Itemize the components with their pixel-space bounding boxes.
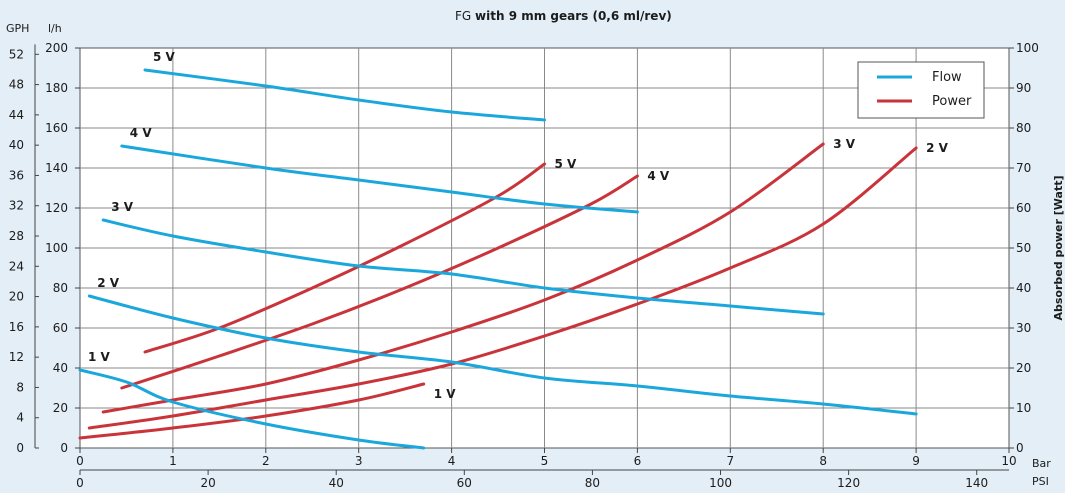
curve-labels: 5 V 4 V 3 V 2 V 1 V 5 V 4 V 3 V 2 V 1 V	[88, 50, 949, 401]
gph-tick-label: 40	[9, 138, 24, 152]
gph-tick-label: 28	[9, 229, 24, 243]
watt-tick-label: 50	[1016, 241, 1031, 255]
bar-tick-label: 8	[819, 454, 827, 468]
flow-curve-3v	[101, 218, 825, 316]
psi-tick-label: 100	[709, 476, 732, 490]
psi-axis-label: PSI	[1032, 475, 1049, 488]
gph-tick-label: 32	[9, 199, 24, 213]
bar-tick-label: 0	[76, 454, 84, 468]
flow-curve-1v	[78, 368, 426, 450]
gph-tick-label: 0	[16, 441, 24, 455]
lh-tick-label: 0	[60, 441, 68, 455]
axes: 0 1 2 3 4 5 6 7 8 9 100204060801001201401601802000…	[9, 41, 1039, 490]
legend: Flow Power	[857, 61, 985, 119]
grid	[80, 48, 1009, 448]
psi-tick-label: 20	[200, 476, 215, 490]
watt-tick-label: 100	[1016, 41, 1039, 55]
lh-tick-label: 120	[45, 201, 68, 215]
gph-tick-label: 20	[9, 290, 24, 304]
watt-tick-label: 20	[1016, 361, 1031, 375]
watt-tick-label: 60	[1016, 201, 1031, 215]
power-curve-2v	[87, 146, 918, 430]
gph-tick-label: 8	[16, 380, 24, 394]
lh-tick-label: 60	[53, 321, 68, 335]
flow-curve-4v	[120, 144, 639, 214]
psi-tick-label: 80	[585, 476, 600, 490]
gph-tick-label: 36	[9, 168, 24, 182]
gph-tick-label: 52	[9, 47, 24, 61]
bar-tick-label: 1	[169, 454, 177, 468]
bar-tick-label: 6	[634, 454, 642, 468]
power-label-1v: 1 V	[434, 387, 457, 401]
gph-tick-label: 24	[9, 259, 24, 273]
gph-tick-label: 16	[9, 320, 24, 334]
flow-label-3v: 3 V	[111, 200, 134, 214]
lh-tick-label: 80	[53, 281, 68, 295]
bar-tick-label: 5	[541, 454, 549, 468]
psi-tick-label: 140	[965, 476, 988, 490]
flow-label-2v: 2 V	[97, 276, 120, 290]
watt-tick-label: 0	[1016, 441, 1024, 455]
curves	[78, 68, 918, 450]
power-label-2v: 2 V	[926, 141, 949, 155]
gph-tick-label: 44	[9, 108, 24, 122]
lh-axis-label: l/h	[48, 22, 62, 35]
psi-tick-label: 40	[329, 476, 344, 490]
bar-axis-label: Bar	[1032, 457, 1051, 470]
gph-tick-label: 48	[9, 78, 24, 92]
watt-tick-label: 40	[1016, 281, 1031, 295]
lh-tick-label: 20	[53, 401, 68, 415]
legend-box	[857, 61, 985, 119]
lh-tick-label: 180	[45, 81, 68, 95]
gph-axis-label: GPH	[6, 22, 29, 35]
flow-label-5v: 5 V	[153, 50, 176, 64]
psi-tick-label: 120	[837, 476, 860, 490]
bar-tick-label: 2	[262, 454, 270, 468]
gph-tick-label: 12	[9, 350, 24, 364]
power-curve-3v	[101, 142, 825, 414]
power-label-4v: 4 V	[647, 169, 670, 183]
power-curve-1v	[78, 382, 426, 440]
bar-tick-label: 9	[912, 454, 920, 468]
chart-title: FG with 9 mm gears (0,6 ml/rev)	[455, 9, 672, 23]
lh-tick-label: 140	[45, 161, 68, 175]
flow-label-4v: 4 V	[130, 126, 153, 140]
bar-tick-label: 3	[355, 454, 363, 468]
gph-tick-label: 4	[16, 411, 24, 425]
flow-curve-5v	[143, 68, 546, 122]
flow-label-1v: 1 V	[88, 350, 111, 364]
watt-tick-label: 80	[1016, 121, 1031, 135]
power-label-5v: 5 V	[555, 157, 578, 171]
watt-tick-label: 90	[1016, 81, 1031, 95]
right-axis-label: Absorbed power [Watt]	[1052, 176, 1065, 321]
lh-tick-label: 200	[45, 41, 68, 55]
watt-tick-label: 10	[1016, 401, 1031, 415]
psi-tick-label: 0	[76, 476, 84, 490]
legend-flow-label: Flow	[932, 70, 962, 85]
psi-tick-label: 60	[457, 476, 472, 490]
bar-tick-label: 10	[1001, 454, 1016, 468]
lh-tick-label: 40	[53, 361, 68, 375]
bar-tick-label: 7	[726, 454, 734, 468]
lh-tick-label: 160	[45, 121, 68, 135]
watt-tick-label: 30	[1016, 321, 1031, 335]
power-label-3v: 3 V	[833, 137, 856, 151]
lh-tick-label: 100	[45, 241, 68, 255]
bar-tick-label: 4	[448, 454, 456, 468]
flow-curve-2v	[87, 294, 918, 416]
legend-power-label: Power	[932, 94, 972, 109]
watt-tick-label: 70	[1016, 161, 1031, 175]
